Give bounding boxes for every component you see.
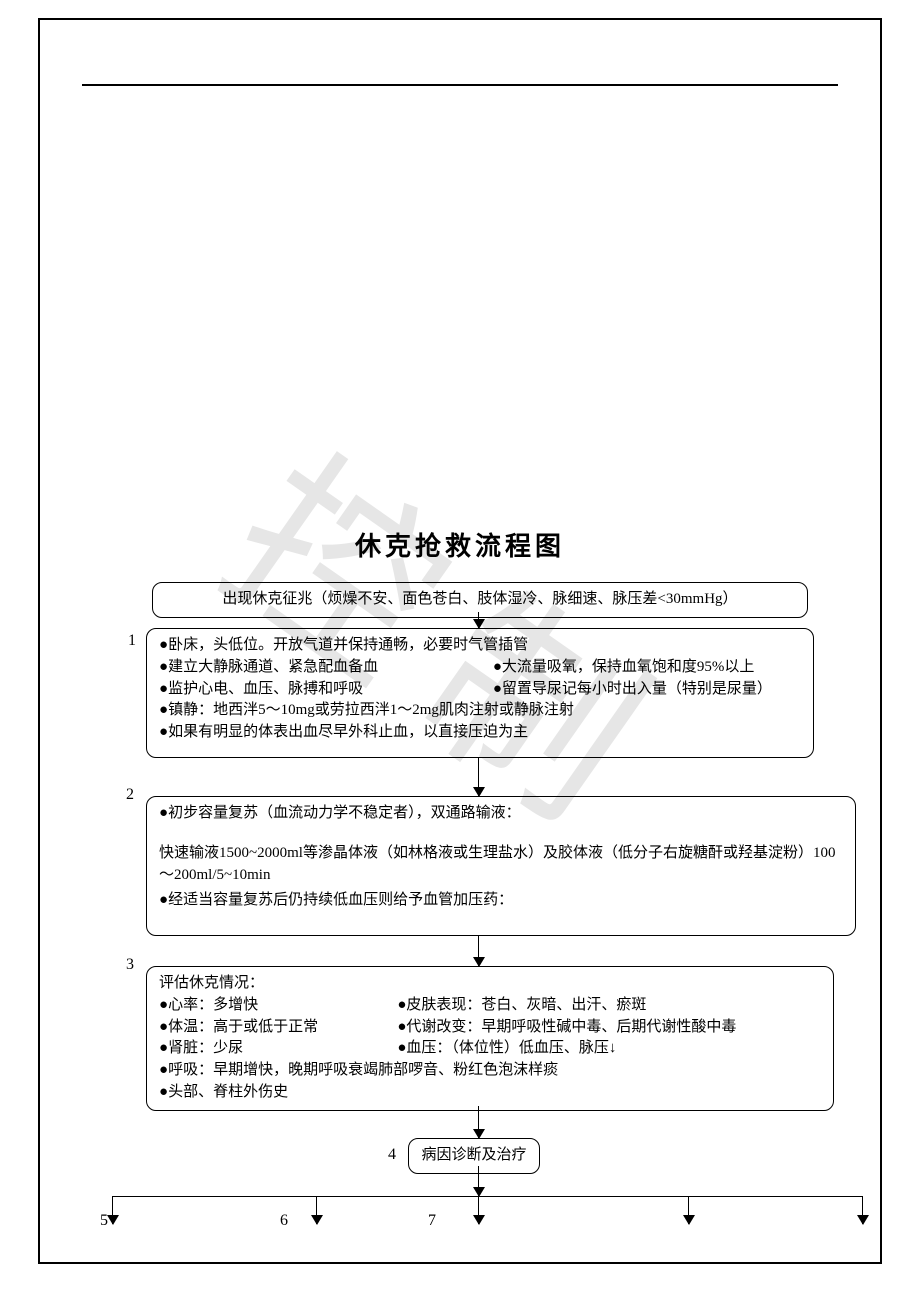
step-number: 4 xyxy=(388,1146,396,1164)
flow-node: 出现休克征兆（烦燥不安、面色苍白、肢体湿冷、脉细速、脉压差<30mmHg） xyxy=(152,582,808,618)
page-title: 休克抢救流程图 xyxy=(0,526,920,563)
flow-arrow xyxy=(478,936,479,966)
header-rule xyxy=(82,84,838,86)
branch-number: 6 xyxy=(280,1212,288,1230)
step-number: 2 xyxy=(126,786,134,804)
flow-arrow xyxy=(478,612,479,628)
branch-arrow xyxy=(112,1196,113,1224)
step-number: 3 xyxy=(126,956,134,974)
flow-node: 病因诊断及治疗 xyxy=(408,1138,540,1174)
step-number: 1 xyxy=(128,632,136,650)
branch-number: 5 xyxy=(100,1212,108,1230)
flow-node: ●初步容量复苏（血流动力学不稳定者），双通路输液：快速输液1500~2000ml… xyxy=(146,796,856,936)
branch-number: 7 xyxy=(428,1212,436,1230)
flow-node: 评估休克情况：●心率：多增快●皮肤表现：苍白、灰暗、出汗、瘀斑●体温：高于或低于… xyxy=(146,966,834,1111)
branch-arrow xyxy=(688,1196,689,1224)
branch-arrow xyxy=(862,1196,863,1224)
branch-arrow xyxy=(478,1196,479,1224)
branch-arrow xyxy=(316,1196,317,1224)
flow-node: ●卧床，头低位。开放气道并保持通畅，必要时气管插管●建立大静脉通道、紧急配血备血… xyxy=(146,628,814,758)
branch-line xyxy=(112,1196,862,1197)
flow-arrow xyxy=(478,1106,479,1138)
flow-arrow xyxy=(478,758,479,796)
flow-arrow xyxy=(478,1166,479,1196)
